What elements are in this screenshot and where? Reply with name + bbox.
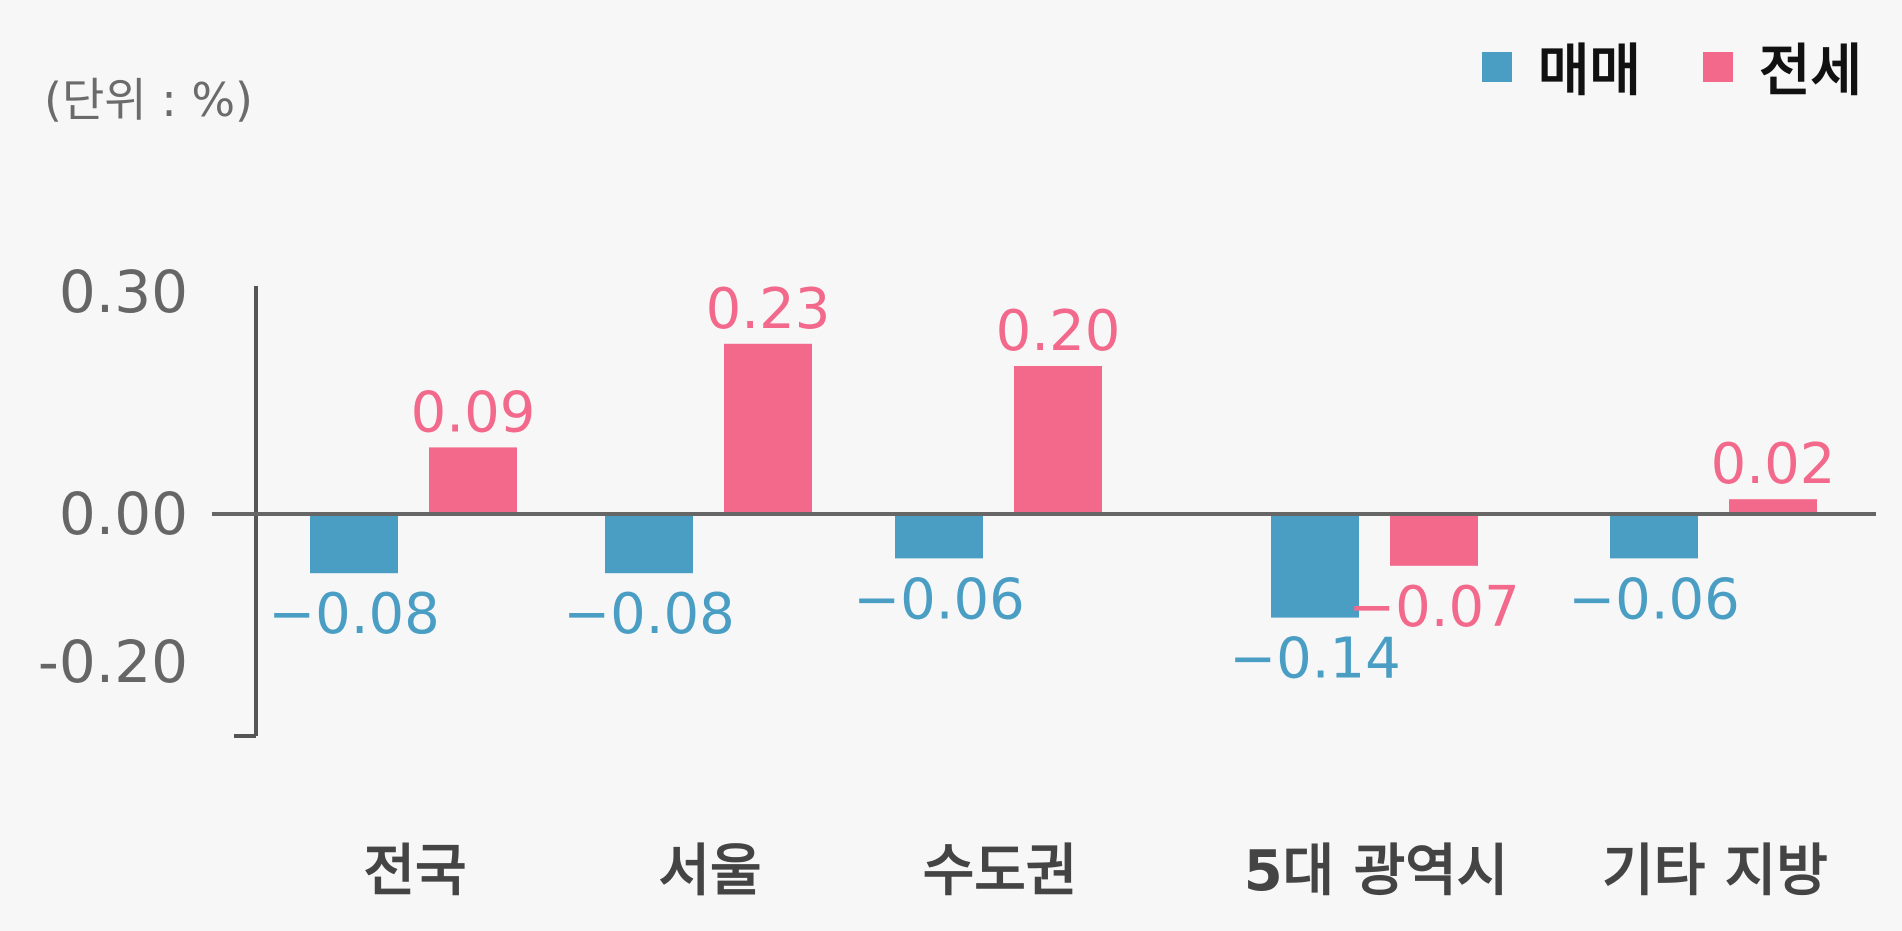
- category-label: 서울: [658, 839, 761, 904]
- category-label: 수도권: [923, 839, 1078, 904]
- data-label-jeonse-4: 0.02: [1711, 432, 1836, 497]
- bar-sale-3: [1271, 514, 1359, 618]
- data-label-sale-4: −0.06: [1568, 567, 1740, 632]
- bar-jeonse-4: [1729, 499, 1817, 514]
- y-tick-label: 0.00: [59, 480, 188, 548]
- legend-swatch-jeonse: [1702, 51, 1733, 82]
- bar-sale-2: [895, 514, 983, 559]
- y-tick-label: -0.20: [38, 628, 188, 696]
- bar-sale-1: [605, 514, 693, 574]
- legend-label-sale: 매매: [1537, 39, 1641, 104]
- data-label-sale-3: −0.14: [1229, 627, 1401, 692]
- legend-label-jeonse: 전세: [1758, 39, 1862, 104]
- legend: 매매 전세: [1420, 26, 1862, 107]
- data-label-jeonse-1: 0.23: [706, 277, 831, 342]
- y-tick-label: 0.30: [59, 258, 188, 326]
- legend-item-jeonse: 전세: [1702, 26, 1862, 107]
- data-label-sale-2: −0.06: [853, 567, 1025, 632]
- category-label: 5대 광역시: [1244, 839, 1509, 904]
- bar-jeonse-3: [1390, 514, 1478, 566]
- category-label: 기타 지방: [1602, 839, 1828, 904]
- bar-sale-0: [310, 514, 398, 574]
- bar-jeonse-2: [1014, 366, 1102, 514]
- bar-jeonse-1: [724, 343, 812, 514]
- bar-jeonse-0: [429, 447, 517, 514]
- data-label-sale-1: −0.08: [563, 582, 735, 647]
- unit-label: (단위 : %): [44, 73, 253, 127]
- data-label-jeonse-3: −0.07: [1348, 575, 1520, 640]
- bar-sale-4: [1610, 514, 1698, 559]
- data-label-sale-0: −0.08: [268, 582, 440, 647]
- category-label: 전국: [363, 839, 466, 904]
- legend-swatch-sale: [1481, 51, 1512, 82]
- data-label-jeonse-0: 0.09: [411, 380, 536, 445]
- legend-item-sale: 매매: [1481, 26, 1641, 107]
- data-label-jeonse-2: 0.20: [996, 299, 1121, 364]
